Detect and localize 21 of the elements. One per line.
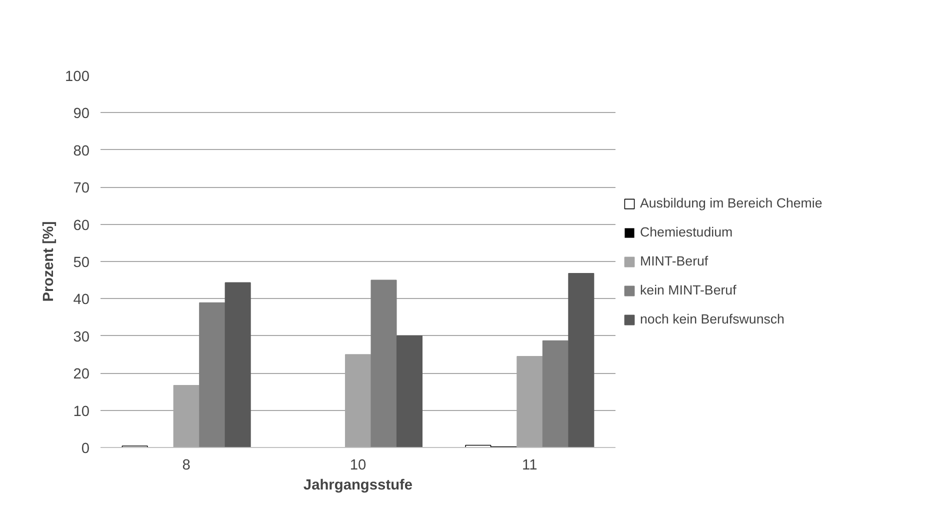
legend-label: Chemiestudium (640, 224, 733, 240)
y-tick-label: 10 (73, 404, 90, 420)
x-tick-label: 11 (522, 458, 538, 474)
x-tick-label: 10 (350, 458, 366, 474)
y-tick-label: 20 (73, 366, 90, 383)
y-tick-label: 40 (73, 292, 90, 308)
x-axis-title: Jahrgangsstufe (303, 478, 413, 494)
y-tick-label: 90 (73, 106, 90, 122)
legend-label: MINT-Beruf (640, 254, 708, 268)
legend-label: Ausbildung im Bereich Chemie (640, 196, 822, 210)
legend-label: kein MINT-Beruf (640, 282, 736, 298)
y-tick-label: 30 (73, 329, 90, 346)
y-tick-label: 100 (65, 69, 90, 85)
y-tick-label: 0 (81, 441, 90, 457)
y-tick-label: 50 (73, 255, 90, 271)
y-tick-label: 70 (73, 180, 90, 197)
y-axis-title: Prozent [%] (41, 221, 58, 302)
y-tick-label: 60 (73, 218, 90, 234)
y-tick-label: 80 (73, 143, 90, 160)
x-tick-label: 8 (182, 458, 190, 474)
legend-label: noch kein Berufswunsch (640, 312, 784, 326)
